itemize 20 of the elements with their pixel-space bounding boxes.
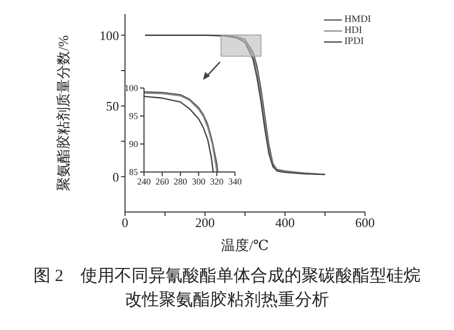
x-tick-label: 400 xyxy=(275,215,295,230)
x-tick-label: 300 xyxy=(192,176,206,186)
y-axis-title: 聚氨酯胶粘剂质量分数/% xyxy=(57,35,73,191)
x-tick-label: 280 xyxy=(174,176,188,186)
x-tick-label: 600 xyxy=(355,215,375,230)
x-axis-title: 温度/℃ xyxy=(220,237,270,255)
legend-label: HDI xyxy=(344,25,362,36)
y-tick-label: 90 xyxy=(129,139,138,150)
x-tick-label: 200 xyxy=(195,215,215,230)
y-tick-label: 100 xyxy=(100,28,119,43)
x-tick-label: 240 xyxy=(137,176,152,186)
y-tick-label: 95 xyxy=(129,111,138,122)
text: 图 2 使用不同异氰酸酯单体合成的聚碳酸酯型硅烷改性聚氨酯胶粘剂热重分析 xyxy=(32,265,422,311)
y-tick-label: 50 xyxy=(106,98,119,114)
x-tick-label: 260 xyxy=(155,176,170,186)
x-tick-label: 340 xyxy=(228,176,242,186)
legend-label: IPDI xyxy=(344,36,364,47)
x-tick-label: 320 xyxy=(210,176,224,186)
y-tick-label: 85 xyxy=(129,167,138,178)
legend-label: HMDI xyxy=(344,14,371,25)
